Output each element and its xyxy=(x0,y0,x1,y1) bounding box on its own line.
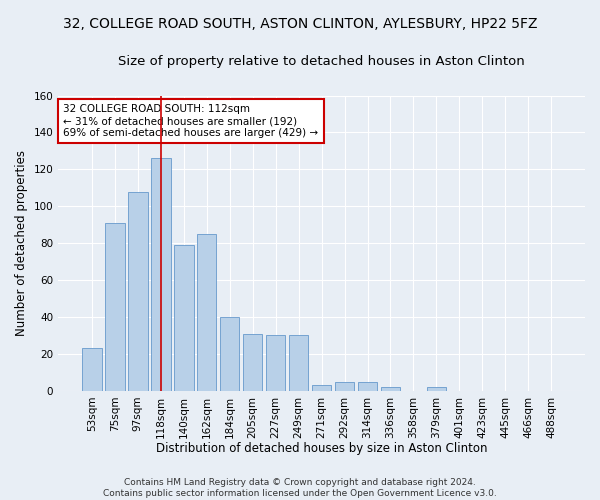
Bar xyxy=(220,317,239,391)
Bar xyxy=(151,158,170,391)
Bar xyxy=(105,223,125,391)
Bar xyxy=(335,382,355,391)
Title: Size of property relative to detached houses in Aston Clinton: Size of property relative to detached ho… xyxy=(118,55,525,68)
Bar xyxy=(197,234,217,391)
Text: Contains HM Land Registry data © Crown copyright and database right 2024.
Contai: Contains HM Land Registry data © Crown c… xyxy=(103,478,497,498)
Bar xyxy=(358,382,377,391)
Bar xyxy=(128,192,148,391)
Bar xyxy=(312,386,331,391)
Text: 32 COLLEGE ROAD SOUTH: 112sqm
← 31% of detached houses are smaller (192)
69% of : 32 COLLEGE ROAD SOUTH: 112sqm ← 31% of d… xyxy=(64,104,319,138)
Bar xyxy=(82,348,101,391)
Y-axis label: Number of detached properties: Number of detached properties xyxy=(15,150,28,336)
X-axis label: Distribution of detached houses by size in Aston Clinton: Distribution of detached houses by size … xyxy=(156,442,487,455)
Bar xyxy=(174,245,194,391)
Bar xyxy=(243,334,262,391)
Text: 32, COLLEGE ROAD SOUTH, ASTON CLINTON, AYLESBURY, HP22 5FZ: 32, COLLEGE ROAD SOUTH, ASTON CLINTON, A… xyxy=(63,18,537,32)
Bar xyxy=(289,336,308,391)
Bar xyxy=(266,336,286,391)
Bar xyxy=(381,387,400,391)
Bar xyxy=(427,387,446,391)
